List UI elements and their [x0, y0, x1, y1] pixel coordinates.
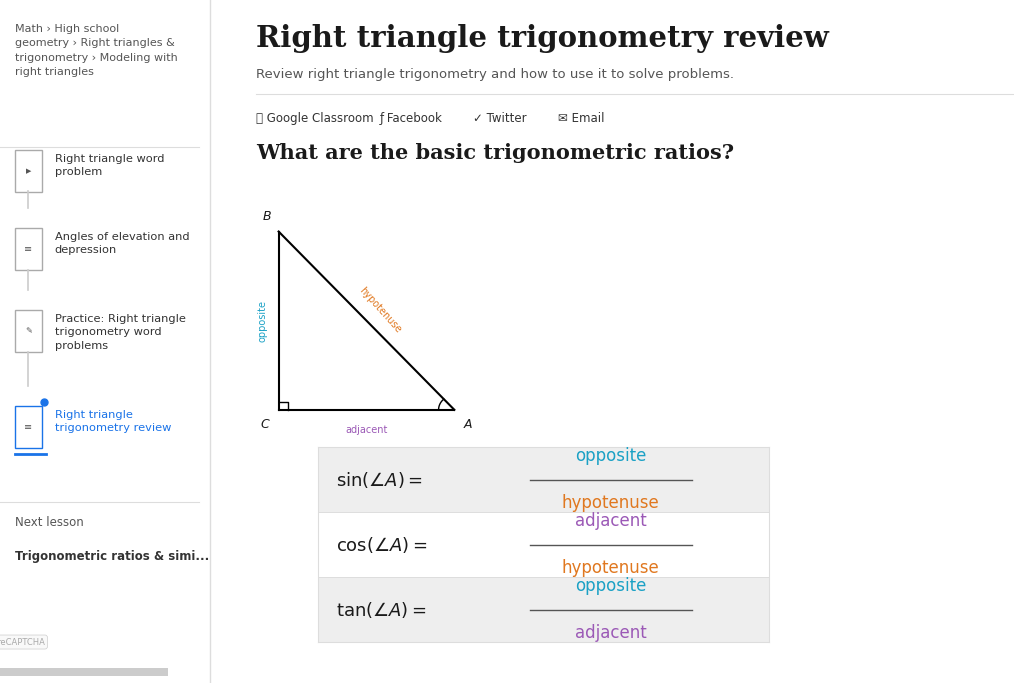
- Text: $\mathrm{tan}(\angle A) =$: $\mathrm{tan}(\angle A) =$: [336, 600, 427, 619]
- Text: hypotenuse: hypotenuse: [562, 559, 659, 577]
- Text: ⧉ Google Classroom: ⧉ Google Classroom: [256, 112, 374, 125]
- Text: adjacent: adjacent: [574, 512, 647, 530]
- Text: Right triangle
trigonometry review: Right triangle trigonometry review: [54, 410, 171, 433]
- Text: ✎: ✎: [25, 326, 32, 336]
- Text: ƒ Facebook: ƒ Facebook: [380, 112, 442, 125]
- Text: B: B: [263, 210, 271, 223]
- Text: $\mathrm{cos}(\angle A) =$: $\mathrm{cos}(\angle A) =$: [336, 535, 427, 555]
- Text: hypotenuse: hypotenuse: [562, 494, 659, 512]
- Text: Angles of elevation and
depression: Angles of elevation and depression: [54, 232, 189, 255]
- Bar: [14, 310, 42, 352]
- Text: adjacent: adjacent: [574, 624, 647, 642]
- Text: reCAPTCHA: reCAPTCHA: [0, 637, 45, 647]
- Text: Review right triangle trigonometry and how to use it to solve problems.: Review right triangle trigonometry and h…: [256, 68, 734, 81]
- Text: ≡: ≡: [25, 245, 33, 254]
- Text: Next lesson: Next lesson: [14, 516, 83, 529]
- Text: ✓ Twitter: ✓ Twitter: [472, 112, 526, 125]
- Bar: [14, 228, 42, 270]
- Text: hypotenuse: hypotenuse: [357, 285, 403, 335]
- Bar: [14, 150, 42, 192]
- Text: Right triangle trigonometry review: Right triangle trigonometry review: [256, 24, 829, 53]
- Text: Practice: Right triangle
trigonometry word
problems: Practice: Right triangle trigonometry wo…: [54, 314, 185, 350]
- Text: Trigonometric ratios & simi...: Trigonometric ratios & simi...: [14, 550, 209, 563]
- Text: opposite: opposite: [258, 300, 268, 342]
- Text: C: C: [261, 418, 269, 431]
- Bar: [317, 577, 768, 642]
- Text: A: A: [464, 418, 472, 431]
- Text: ≡: ≡: [25, 422, 33, 432]
- Text: opposite: opposite: [575, 577, 646, 595]
- Text: $\mathrm{sin}(\angle A) =$: $\mathrm{sin}(\angle A) =$: [336, 470, 423, 490]
- Text: ✉ Email: ✉ Email: [558, 112, 604, 125]
- Text: ▶: ▶: [26, 168, 31, 173]
- Bar: [0, 668, 168, 676]
- Bar: [317, 512, 768, 577]
- Text: opposite: opposite: [575, 447, 646, 465]
- Bar: [14, 406, 42, 448]
- Text: Right triangle word
problem: Right triangle word problem: [54, 154, 164, 177]
- Bar: [317, 447, 768, 512]
- Text: adjacent: adjacent: [345, 426, 388, 435]
- Text: What are the basic trigonometric ratios?: What are the basic trigonometric ratios?: [256, 143, 734, 163]
- Text: Math › High school
geometry › Right triangles &
trigonometry › Modeling with
rig: Math › High school geometry › Right tria…: [14, 24, 177, 77]
